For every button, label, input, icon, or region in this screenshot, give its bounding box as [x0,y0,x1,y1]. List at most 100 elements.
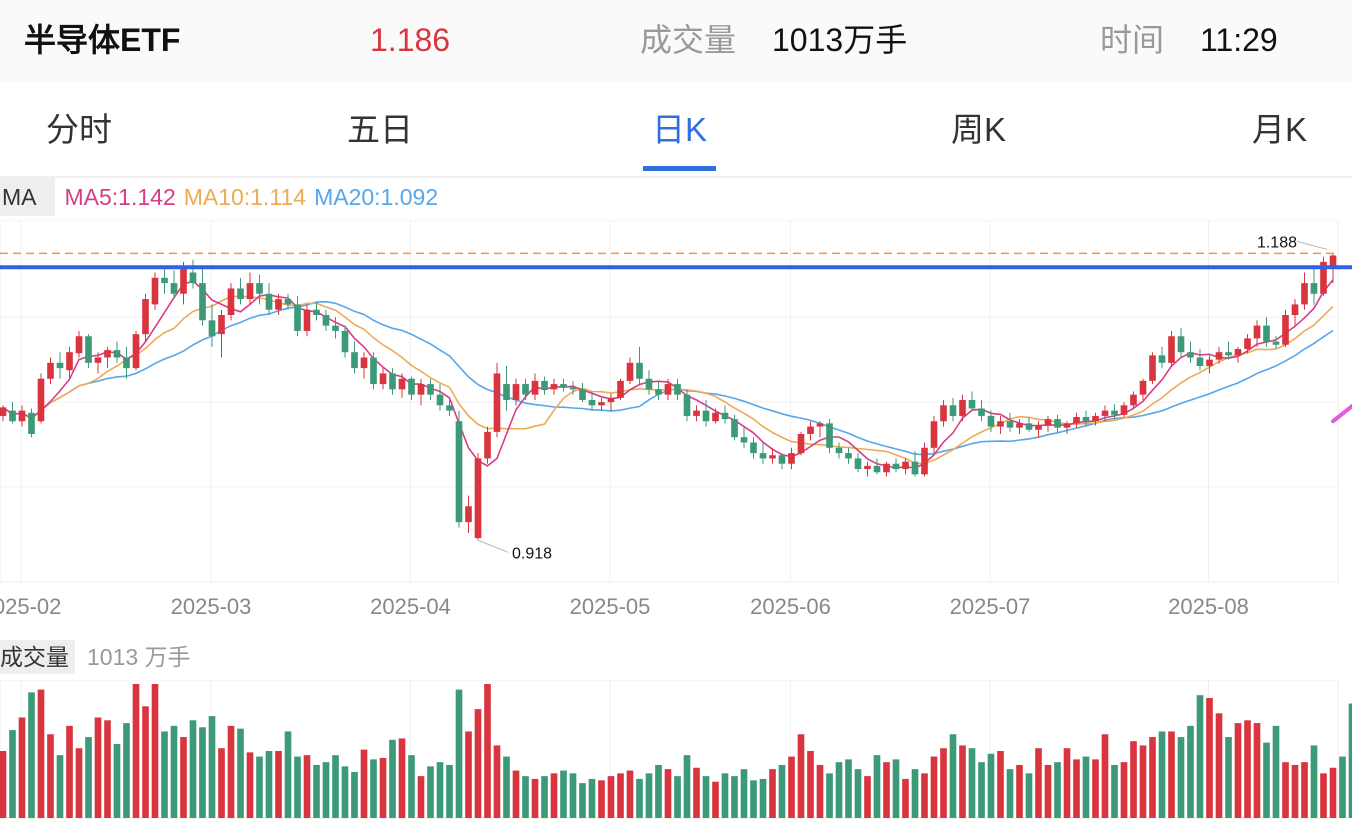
volume-bar [379,757,387,818]
candlestick [389,368,396,395]
candle-body [911,461,919,475]
candle-body [1139,380,1147,395]
candlestick [560,378,567,392]
candle-body [1006,421,1014,428]
time-value: 11:29 [1200,22,1278,58]
volume-bar [854,769,862,818]
candle-body [465,506,472,523]
volume-bar [579,783,586,818]
ma10-value: MA10:1.114 [183,184,307,210]
candle-body [474,458,482,539]
candle-body [1272,341,1280,345]
candle-body [1206,359,1213,366]
candlestick [351,341,358,374]
candlestick [1054,414,1061,432]
tab-five-day[interactable]: 五日 [347,111,413,148]
candlestick [1149,352,1156,385]
volume-bar [446,764,453,818]
volume-bar [541,776,548,818]
tab-daily-k[interactable]: 日K [652,111,708,148]
candlestick [845,447,852,464]
date-tick-label: 2025-03 [171,594,252,619]
candle-body [503,384,510,400]
candlestick [94,352,102,374]
last-price: 1.186 [370,22,451,58]
volume-bar [731,776,738,818]
candle-body [47,362,54,379]
volume-bar [959,745,966,818]
candle-body [921,447,928,475]
candle-body [626,362,634,381]
volume-bar [18,717,26,818]
candlestick [712,408,719,424]
candle-body [1291,304,1299,315]
candle-body [731,419,738,438]
volume-bar [265,751,273,818]
candle-body [997,421,1004,427]
ma-indicator-button[interactable]: MA [0,178,55,216]
candle-body [370,357,377,385]
candlestick [1244,334,1251,354]
volume-bar [721,773,729,818]
candlestick [626,357,634,385]
candle-body [1168,336,1175,363]
volume-chart[interactable] [0,680,1352,820]
candle-body [389,373,396,390]
volume-bar [845,759,852,818]
candlestick [750,437,757,459]
volume-bar [1016,764,1023,818]
tab-monthly-k[interactable]: 月K [1252,111,1308,148]
drawn-lines [0,240,1352,553]
candlestick [1206,355,1213,374]
candle-body [322,315,330,326]
volume-bar [1158,731,1166,818]
candlestick [959,394,966,422]
candle-body [531,380,539,395]
candlestick-chart[interactable]: 2025-02 2025-03 2025-04 2025-05 2025-06 2025-… [0,220,1352,630]
volume-bar [522,776,529,818]
volume-bar [911,769,919,818]
candlestick [246,272,254,305]
candle-body [436,394,444,406]
volume-bar [1101,734,1109,818]
high-price-label: 1.188 [1257,234,1297,251]
volume-bar [940,748,947,818]
volume-bar [161,731,168,818]
candle-body [104,350,111,358]
candle-body [56,362,64,369]
volume-bar [569,773,577,818]
tab-weekly-k[interactable]: 周K [951,111,1007,148]
candlestick [265,283,273,315]
candlestick [379,368,387,390]
volume-bar [1111,764,1118,818]
candle-body [351,352,358,369]
candle-body [303,309,311,331]
volume-indicator-button[interactable]: 成交量 [0,640,75,674]
candlestick [75,330,83,358]
candle-body [1187,352,1194,358]
volume-bar [769,769,776,818]
candlestick [759,442,767,464]
candlestick [512,378,520,406]
candle-body [313,309,320,315]
volume-bar [617,773,624,818]
candlestick [1044,415,1052,432]
candle-body [493,373,501,432]
candlestick [1291,299,1299,326]
candle-body [1215,352,1223,360]
volume-bar [370,759,377,818]
volume-bar [503,756,510,818]
candlestick [911,451,919,477]
volume-bar [28,692,35,818]
candlestick [921,442,928,477]
candlestick [208,304,216,347]
tab-intraday[interactable]: 分时 [46,111,112,148]
candle-body [75,336,83,354]
candlestick [721,405,729,424]
candlestick [674,378,681,400]
candlestick [531,373,539,400]
candlestick [930,415,938,454]
active-tab-indicator [643,166,716,171]
candle-body [28,412,35,434]
volume-bar [560,770,567,818]
